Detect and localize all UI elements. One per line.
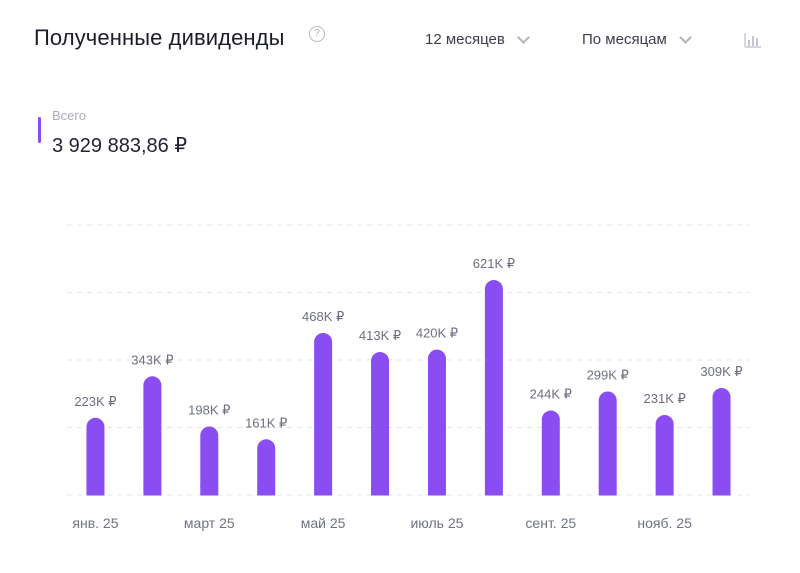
bar-base-11 (655, 486, 674, 496)
data-label: 343K ₽ (131, 352, 173, 367)
x-tick-label: нояб. 25 (637, 515, 692, 531)
bar-chart-icon[interactable] (744, 32, 762, 48)
x-tick-label: май 25 (301, 515, 346, 531)
bar-base-2 (143, 486, 162, 496)
grouping-select-label: По месяцам (582, 31, 667, 48)
bar-base-12 (712, 486, 731, 496)
bar-2[interactable] (143, 376, 162, 496)
bar-11[interactable] (655, 415, 674, 496)
bar-9[interactable] (541, 410, 560, 496)
bar-base-3 (200, 486, 219, 496)
period-select[interactable]: 12 месяцев (425, 30, 530, 48)
bar-6[interactable] (371, 352, 390, 496)
data-label: 309K ₽ (700, 364, 742, 379)
page-title: Полученные дивиденды (34, 25, 285, 50)
data-label: 299K ₽ (587, 368, 629, 383)
bar-base-1 (86, 486, 105, 496)
bar-5[interactable] (314, 333, 333, 496)
data-label: 223K ₽ (74, 394, 116, 409)
data-label: 231K ₽ (644, 391, 686, 406)
data-label: 621K ₽ (473, 256, 515, 271)
period-select-label: 12 месяцев (425, 31, 505, 48)
bar-base-7 (427, 486, 446, 496)
data-label: 413K ₽ (359, 328, 401, 343)
bar-base-9 (541, 486, 560, 496)
bar-base-6 (371, 486, 390, 496)
data-label: 420K ₽ (416, 326, 458, 341)
data-label: 198K ₽ (188, 402, 230, 417)
bar-base-5 (314, 486, 333, 496)
bar-4[interactable] (257, 439, 276, 496)
total-label: Всего (52, 108, 87, 123)
bar-3[interactable] (200, 426, 219, 496)
bar-base-8 (484, 486, 503, 496)
total-value: 3 929 883,86 ₽ (52, 135, 188, 157)
bar-8[interactable] (484, 280, 503, 496)
bar-7[interactable] (427, 349, 446, 496)
data-label: 244K ₽ (530, 387, 572, 402)
bar-10[interactable] (598, 391, 617, 496)
total-marker (38, 117, 41, 143)
data-label: 161K ₽ (245, 415, 287, 430)
question-circle-icon[interactable]: ? (309, 26, 325, 42)
grouping-select[interactable]: По месяцам (582, 30, 692, 48)
x-tick-label: июль 25 (410, 515, 463, 531)
x-tick-label: сент. 25 (525, 515, 576, 531)
x-tick-label: янв. 25 (72, 515, 118, 531)
bar-1[interactable] (86, 417, 105, 496)
data-label: 468K ₽ (302, 309, 344, 324)
bar-base-4 (257, 486, 276, 496)
bar-12[interactable] (712, 388, 731, 496)
x-tick-label: март 25 (184, 515, 235, 531)
bar-base-10 (598, 486, 617, 496)
